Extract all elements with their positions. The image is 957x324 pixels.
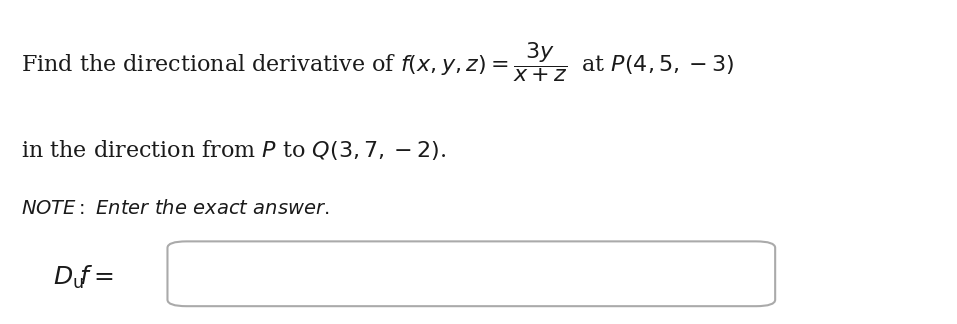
Text: $\mathit{NOTE{:}\ Enter\ the\ exact\ answer.}$: $\mathit{NOTE{:}\ Enter\ the\ exact\ ans… bbox=[21, 199, 329, 218]
Text: $D_{\mathrm{u}}\!f = $: $D_{\mathrm{u}}\!f = $ bbox=[53, 263, 114, 291]
Text: in the direction from $P$ to $Q(3, 7, -2)$.: in the direction from $P$ to $Q(3, 7, -2… bbox=[21, 138, 446, 162]
Text: Find the directional derivative of $f(x, y, z) = \dfrac{3y}{x + z}\;$ at $P(4, 5: Find the directional derivative of $f(x,… bbox=[21, 40, 734, 85]
